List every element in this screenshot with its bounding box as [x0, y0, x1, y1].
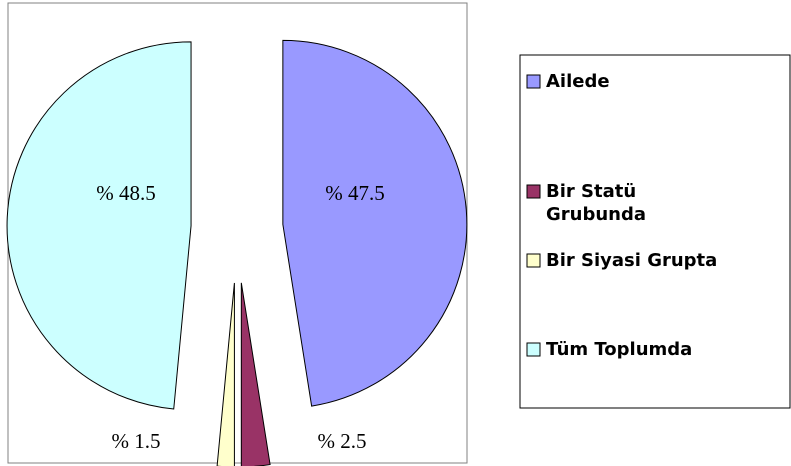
value-label: % 1.5: [112, 429, 161, 453]
legend-swatch: [526, 253, 541, 268]
legend-swatch: [526, 184, 541, 199]
pie-slice: [216, 282, 235, 466]
legend-swatch: [526, 342, 541, 357]
pie-slice: [282, 39, 468, 407]
legend-label: Tüm Toplumda: [546, 339, 692, 360]
legend-label: Ailede: [546, 71, 610, 92]
value-label: % 47.5: [325, 181, 385, 205]
legend-label: Bir Siyasi Grupta: [546, 250, 717, 271]
pie-slice: [240, 282, 271, 466]
value-label: % 48.5: [96, 181, 156, 205]
legend-label: Bir Statü Grubunda: [546, 181, 646, 225]
pie: [6, 39, 468, 466]
legend-swatch: [526, 74, 541, 89]
legend-box: [519, 54, 791, 409]
value-label: % 2.5: [318, 429, 367, 453]
pie-slice: [6, 41, 192, 410]
